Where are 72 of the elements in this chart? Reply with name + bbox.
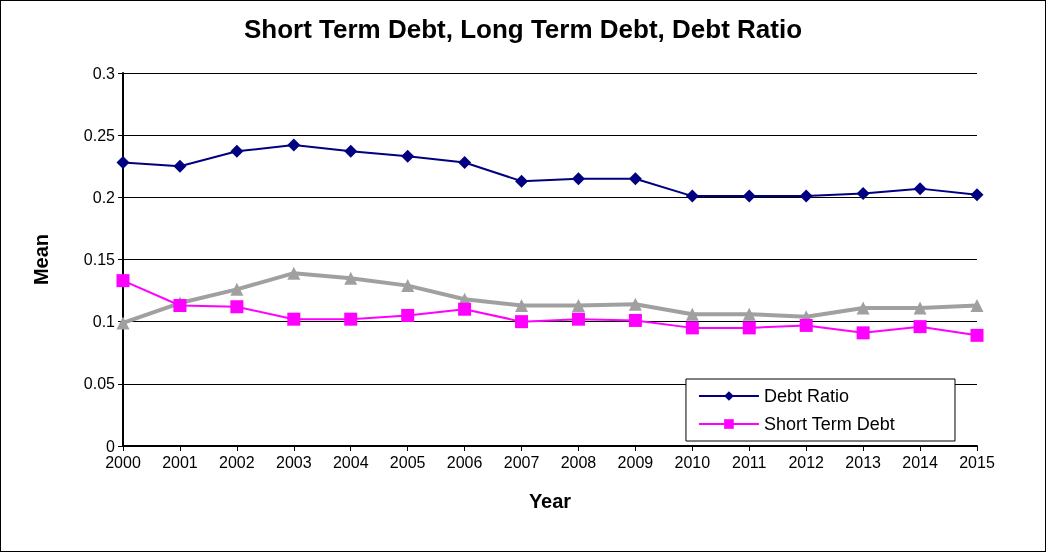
point xyxy=(515,174,529,188)
y-tick-label: 0.3 xyxy=(92,64,116,82)
y-tick-label: 0 xyxy=(106,437,116,455)
x-tick-label: 2002 xyxy=(219,453,255,471)
x-tick-label: 2010 xyxy=(674,453,711,471)
point xyxy=(913,320,927,334)
point xyxy=(401,149,415,163)
point xyxy=(571,172,585,186)
legend-label: Short Term Debt xyxy=(763,414,895,434)
point xyxy=(344,144,358,158)
x-tick-label: 2009 xyxy=(617,453,654,471)
chart-title: Short Term Debt, Long Term Debt, Debt Ratio xyxy=(243,14,803,44)
point xyxy=(970,299,984,312)
x-tick-label: 2001 xyxy=(162,453,198,471)
point xyxy=(458,302,472,316)
point xyxy=(628,297,642,311)
point xyxy=(742,321,756,335)
point xyxy=(970,328,984,342)
point xyxy=(515,315,529,329)
point xyxy=(230,144,244,158)
point xyxy=(742,307,756,321)
point xyxy=(515,299,529,312)
point xyxy=(287,138,301,152)
point xyxy=(230,300,244,314)
point xyxy=(230,282,244,296)
x-tick-label: 2005 xyxy=(389,453,426,471)
point xyxy=(742,189,756,203)
point xyxy=(344,271,358,285)
x-tick-label: 2014 xyxy=(902,453,938,471)
x-tick-label: 2008 xyxy=(560,453,597,471)
x-tick-label: 2012 xyxy=(788,453,825,471)
point xyxy=(799,318,813,332)
point xyxy=(628,172,642,186)
point xyxy=(116,156,130,170)
y-axis-title: Mean xyxy=(30,233,52,286)
point xyxy=(344,312,358,326)
point xyxy=(913,301,927,315)
y-tick-label: 0.15 xyxy=(83,251,116,268)
point xyxy=(287,266,301,280)
x-tick-label: 2013 xyxy=(845,453,882,471)
point xyxy=(401,308,415,322)
point xyxy=(970,188,984,202)
legend-label: Debt Ratio xyxy=(763,386,849,406)
x-axis-title: Year xyxy=(528,490,572,512)
y-tick-label: 0.25 xyxy=(83,126,116,144)
x-tick-label: 2003 xyxy=(276,453,312,471)
point xyxy=(856,326,870,340)
y-tick-label: 0.05 xyxy=(83,375,116,393)
point xyxy=(856,301,870,315)
point xyxy=(571,312,585,326)
point xyxy=(685,307,699,321)
point xyxy=(856,187,870,201)
x-tick-label: 2007 xyxy=(503,453,540,471)
point xyxy=(685,189,699,203)
point xyxy=(287,312,301,326)
point xyxy=(913,182,927,196)
point xyxy=(628,313,642,327)
x-tick-label: 2015 xyxy=(959,453,995,471)
y-tick-label: 0.2 xyxy=(92,188,116,206)
point xyxy=(571,299,585,312)
point xyxy=(116,274,130,288)
point xyxy=(685,321,699,335)
x-tick-label: 2011 xyxy=(732,453,767,471)
point xyxy=(401,279,415,293)
x-tick-label: 2000 xyxy=(105,453,141,471)
point xyxy=(116,316,130,330)
x-tick-label: 2004 xyxy=(332,453,369,471)
point xyxy=(799,189,813,203)
x-tick-label: 2006 xyxy=(446,453,483,471)
point xyxy=(173,159,187,173)
y-tick-label: 0.1 xyxy=(92,313,116,331)
point xyxy=(458,156,472,170)
